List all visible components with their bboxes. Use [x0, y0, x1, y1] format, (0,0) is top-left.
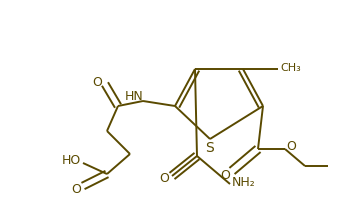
Text: HN: HN: [125, 89, 144, 102]
Text: O: O: [159, 172, 169, 185]
Text: CH₃: CH₃: [280, 63, 301, 73]
Text: S: S: [206, 140, 214, 154]
Text: NH₂: NH₂: [232, 176, 256, 188]
Text: HO: HO: [62, 154, 81, 167]
Text: O: O: [71, 183, 81, 195]
Text: O: O: [220, 169, 230, 182]
Text: O: O: [92, 76, 102, 89]
Text: O: O: [286, 140, 296, 153]
